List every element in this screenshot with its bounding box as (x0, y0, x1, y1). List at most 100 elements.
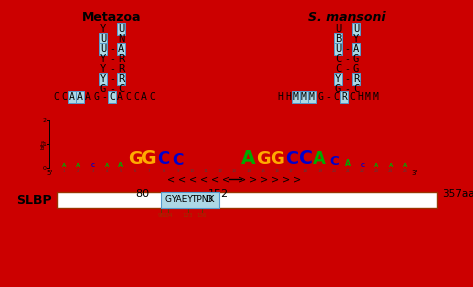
Text: >: > (261, 174, 269, 184)
Text: -: - (109, 64, 115, 74)
Text: C: C (349, 92, 355, 102)
Text: M: M (301, 92, 307, 102)
Text: <: < (201, 174, 209, 184)
Text: G: G (270, 150, 284, 168)
Text: YAEY: YAEY (171, 195, 193, 205)
Text: R: R (118, 74, 124, 84)
Text: >: > (249, 174, 258, 184)
Text: 1: 1 (42, 141, 46, 146)
Text: -: - (344, 74, 350, 84)
Text: M: M (309, 92, 315, 102)
Text: 2: 2 (42, 117, 46, 123)
Text: 98: 98 (158, 213, 165, 218)
Text: 3': 3' (412, 170, 418, 176)
Text: U: U (198, 149, 214, 168)
Text: A: A (62, 163, 66, 168)
Text: >: > (272, 174, 280, 184)
Text: C: C (333, 92, 339, 102)
Text: 11: 11 (203, 169, 209, 173)
Text: 15: 15 (261, 169, 265, 173)
Text: <: < (190, 174, 198, 184)
Text: 104: 104 (162, 213, 173, 218)
Text: 19: 19 (317, 169, 322, 173)
Text: 3: 3 (91, 169, 94, 173)
Text: C: C (353, 84, 359, 94)
Text: 23: 23 (374, 169, 379, 173)
Text: A: A (345, 159, 351, 168)
Text: U: U (353, 24, 359, 34)
Text: 2: 2 (77, 169, 79, 173)
Text: Y: Y (100, 64, 106, 74)
Text: A: A (374, 163, 378, 168)
Text: >: > (238, 174, 246, 184)
Text: C: C (133, 92, 139, 102)
Text: G: G (141, 149, 157, 168)
Text: R: R (118, 64, 124, 74)
Text: A: A (117, 92, 123, 102)
Text: A: A (105, 163, 109, 168)
Text: N: N (118, 34, 124, 44)
Text: 8: 8 (162, 169, 165, 173)
Text: M: M (293, 92, 299, 102)
Text: B: B (335, 34, 341, 44)
Text: A: A (118, 44, 124, 54)
Text: G: G (317, 92, 323, 102)
Text: C: C (329, 155, 339, 168)
Text: <: < (222, 174, 230, 184)
Text: G: G (128, 150, 142, 168)
Text: 136: 136 (196, 213, 207, 218)
Text: H: H (357, 92, 363, 102)
Text: C: C (172, 153, 184, 168)
Text: M: M (365, 92, 371, 102)
Text: 25: 25 (403, 169, 407, 173)
Text: A: A (403, 163, 407, 168)
Text: bits: bits (41, 139, 45, 149)
Text: 20: 20 (332, 169, 336, 173)
Text: U: U (100, 44, 106, 54)
Text: C: C (118, 84, 124, 94)
Text: A: A (241, 149, 256, 168)
Text: -: - (109, 54, 115, 64)
Text: G: G (255, 150, 270, 168)
Text: 1: 1 (63, 169, 65, 173)
Text: C: C (109, 92, 115, 102)
Text: -: - (344, 54, 350, 64)
Text: U: U (100, 34, 106, 44)
Text: 152: 152 (208, 189, 229, 199)
Text: A: A (76, 163, 80, 168)
Text: Y: Y (100, 24, 106, 34)
Text: 14: 14 (246, 169, 251, 173)
Text: R: R (341, 92, 347, 102)
Text: >: > (293, 174, 302, 184)
Text: <: < (211, 174, 219, 184)
Bar (57, 192, 437, 208)
Text: 12: 12 (218, 169, 223, 173)
Text: 5: 5 (120, 169, 122, 173)
Text: 18: 18 (303, 169, 308, 173)
Text: C: C (149, 92, 155, 102)
Text: A: A (118, 162, 123, 168)
Text: 123: 123 (183, 213, 193, 218)
Text: D: D (205, 195, 211, 205)
Text: SLBP: SLBP (17, 193, 52, 207)
Text: Y: Y (100, 54, 106, 64)
Text: 24: 24 (388, 169, 393, 173)
Text: 6: 6 (134, 169, 136, 173)
Text: Y: Y (353, 34, 359, 44)
Text: A: A (85, 92, 91, 102)
Text: -: - (101, 92, 107, 102)
Text: H: H (285, 92, 291, 102)
Text: 7: 7 (148, 169, 150, 173)
Text: Metazoa: Metazoa (82, 11, 142, 24)
Text: U: U (212, 149, 228, 168)
Text: G: G (93, 92, 99, 102)
Text: G: G (335, 84, 341, 94)
Text: G: G (100, 84, 106, 94)
Text: G: G (353, 64, 359, 74)
Text: G: G (353, 54, 359, 64)
Text: C: C (360, 163, 364, 168)
Text: 80: 80 (135, 189, 149, 199)
Text: TPNK: TPNK (191, 195, 214, 205)
Text: -: - (344, 44, 350, 54)
Text: 5': 5' (47, 170, 53, 176)
